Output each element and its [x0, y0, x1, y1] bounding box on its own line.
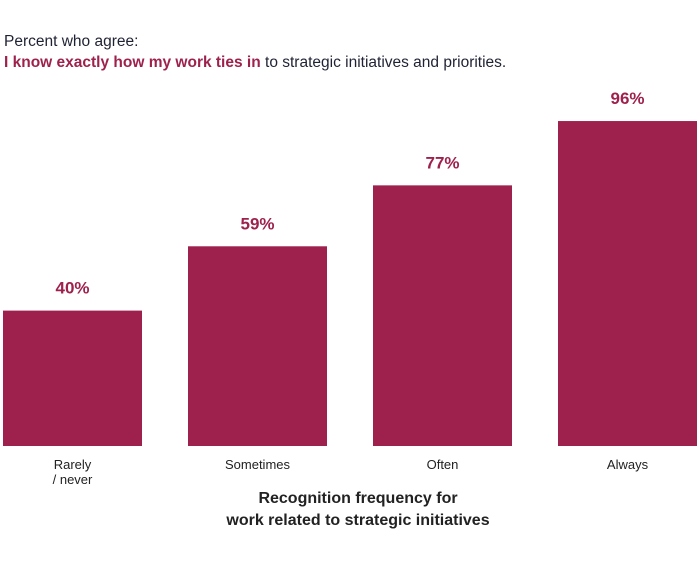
x-tick-label: Always — [607, 457, 649, 472]
data-label: 96% — [610, 89, 644, 108]
x-tick-label: Often — [427, 457, 459, 472]
bar — [188, 246, 327, 446]
title-rest: to strategic initiatives and priorities. — [260, 54, 507, 71]
x-tick-label: Rarely — [54, 457, 92, 472]
x-tick-label: / never — [53, 472, 93, 487]
x-axis-label: Recognition frequency for — [258, 490, 457, 507]
bar — [3, 310, 142, 446]
title-line1: Percent who agree: — [4, 33, 139, 50]
x-tick-label: Sometimes — [225, 457, 291, 472]
title-highlight: I know exactly how my work ties in — [4, 54, 261, 71]
data-label: 59% — [240, 214, 274, 233]
data-label: 77% — [425, 153, 459, 172]
title-line2: I know exactly how my work ties in to st… — [4, 52, 506, 73]
x-axis-label: work related to strategic initiatives — [225, 512, 489, 529]
data-label: 40% — [55, 279, 89, 298]
bar — [558, 121, 697, 446]
chart-title: Percent who agree: I know exactly how my… — [4, 31, 506, 73]
bar — [373, 185, 512, 447]
